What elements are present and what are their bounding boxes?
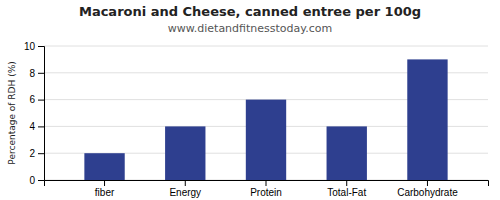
tick-label: Total-Fat [327,187,366,198]
tick-mark [266,180,267,186]
tick-mark [38,46,44,47]
y-axis: 0 2 4 6 8 10 [24,41,45,186]
grid-line [44,46,488,47]
tick-mark [38,100,44,101]
chart: Macaroni and Cheese, canned entree per 1… [0,0,500,200]
tick: Energy [169,180,201,198]
tick: fiber [95,180,115,198]
tick-label: fiber [95,187,115,198]
tick: Protein [250,180,282,198]
axis-line [38,47,45,181]
tick-label: 6 [29,94,35,105]
subtitle: www.dietandfitnesstoday.com [168,22,332,35]
title: Macaroni and Cheese, canned entree per 1… [79,4,421,19]
tick-mark [185,180,186,186]
tick-label: 2 [29,148,35,159]
tick-label: 0 [29,175,35,186]
tick: 0 [29,175,44,186]
axis-line [45,181,489,187]
tick-mark [346,180,347,186]
tick-mark [38,126,44,127]
bar [165,126,205,180]
tick: 2 [29,148,44,159]
tick: 6 [29,94,44,105]
bar [84,153,124,180]
tick: Total-Fat [327,180,366,198]
tick: 4 [29,121,44,132]
tick-label: Energy [169,187,201,198]
tick-label: 8 [29,68,35,79]
y-axis-title: Percentage of RDH (%) [7,61,17,164]
tick-label: 10 [24,41,36,52]
tick-mark [38,73,44,74]
tick: Carbohydrate [397,180,458,198]
grid [44,46,488,180]
plot: fiber Energy Protein Total-Fat Carbohydrate 0… [24,41,489,198]
tick-mark [427,180,428,186]
tick-mark [38,153,44,154]
tick-label: 4 [29,121,35,132]
bar [407,59,447,180]
tick-mark [38,180,44,181]
tick-mark [104,180,105,186]
tick-label: Carbohydrate [397,187,458,198]
tick-label: Protein [250,187,282,198]
tick: 8 [29,68,44,79]
tick: 10 [24,41,44,52]
bars [84,59,447,180]
x-axis: fiber Energy Protein Total-Fat Carbohydrate [45,180,489,198]
bar [327,126,367,180]
bar [246,100,286,180]
